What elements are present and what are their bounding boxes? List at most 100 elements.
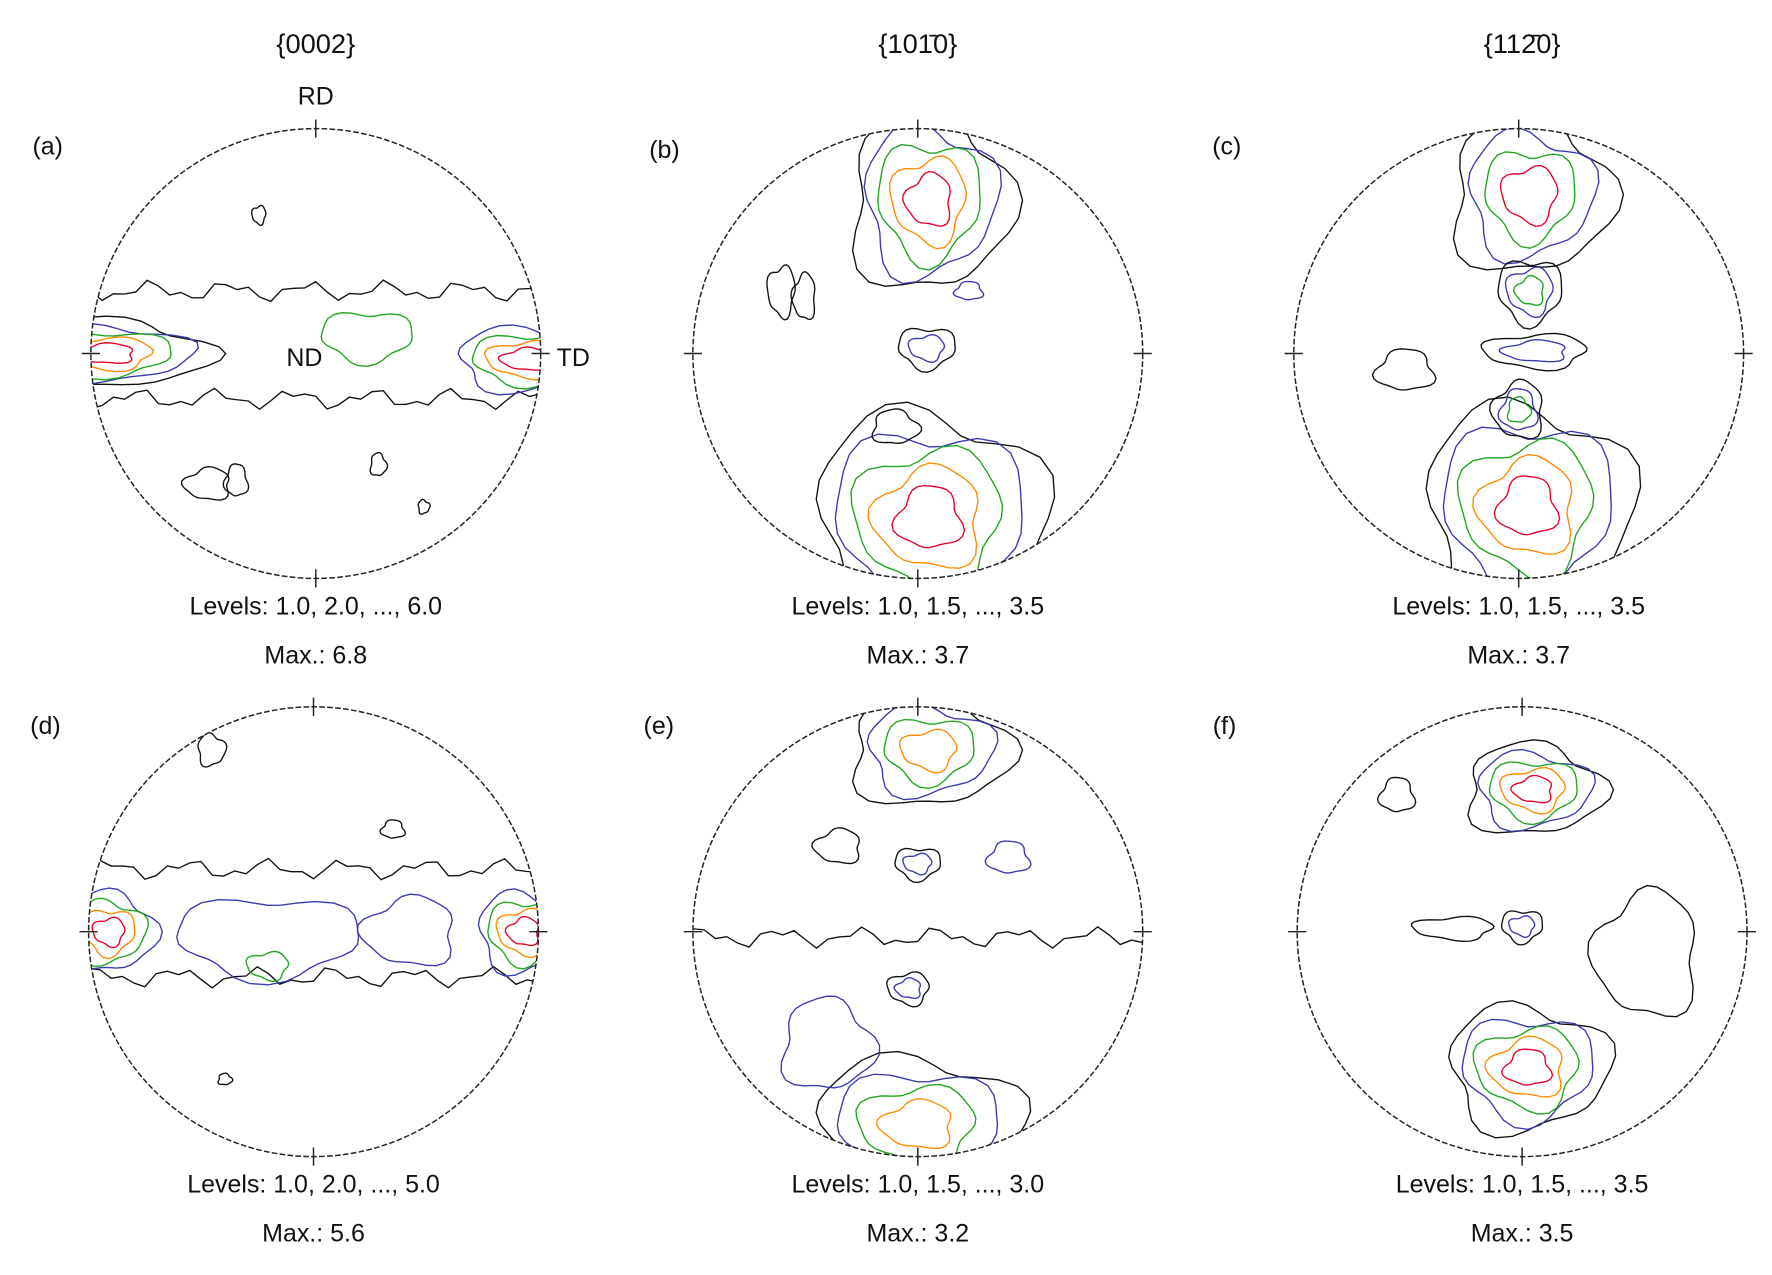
panel-label: (c): [1212, 133, 1241, 161]
contour-group: [90, 204, 541, 515]
contour-group: [1376, 739, 1696, 1139]
contour-line: [811, 827, 861, 865]
contour-line: [180, 465, 230, 501]
contour-line: [320, 312, 413, 368]
contour-line: [952, 280, 985, 301]
contour-line: [893, 977, 922, 999]
contour-line: [1498, 766, 1566, 815]
pole-figure-circle: [692, 127, 1144, 580]
contour-line: [984, 840, 1032, 874]
max-text: Max.: 3.2: [866, 1220, 969, 1248]
contour-line: [1480, 332, 1588, 372]
contour-line: [1467, 128, 1600, 265]
contour-line: [457, 324, 541, 396]
contour-line: [487, 901, 539, 970]
contour-line: [88, 897, 149, 968]
contour-line: [877, 144, 981, 271]
rd-label: RD: [298, 83, 334, 111]
panel-label: (f): [1213, 712, 1237, 740]
contour-line: [1410, 915, 1495, 943]
levels-text: Levels: 1.0, 1.5, ..., 3.0: [791, 1171, 1044, 1199]
contour-line: [90, 279, 541, 303]
levels-text: Levels: 1.0, 1.5, ..., 3.5: [1396, 1171, 1649, 1199]
contour-line: [780, 995, 881, 1089]
contour-line: [855, 1083, 977, 1157]
contour-line: [222, 463, 250, 497]
pole-figure-circle: [1293, 127, 1745, 580]
contour-line: [836, 1073, 999, 1157]
contour-line: [898, 728, 958, 774]
contour-line: [90, 336, 155, 373]
contour-line: [379, 819, 407, 839]
contour-line: [1425, 396, 1642, 579]
max-text: Max.: 3.5: [1471, 1220, 1574, 1248]
contour-line: [417, 498, 431, 515]
contour-line: [477, 888, 539, 977]
contour-line: [863, 128, 1002, 285]
contour-line: [1489, 378, 1543, 440]
contour-line: [1497, 260, 1563, 330]
panel-label: (a): [32, 133, 63, 161]
contour-line: [176, 898, 360, 986]
contour-line: [1484, 151, 1576, 249]
contour-line: [851, 706, 1024, 805]
contour-line: [1507, 915, 1536, 938]
contour-line: [1448, 1000, 1617, 1139]
contour-line: [483, 339, 541, 381]
contour-line: [1500, 1048, 1554, 1086]
max-text: Max.: 3.7: [866, 641, 969, 669]
contour-line: [891, 484, 966, 549]
contour-line: [90, 342, 134, 364]
contour-line: [1456, 437, 1595, 579]
levels-text: Levels: 1.0, 1.5, ..., 3.5: [1392, 593, 1645, 621]
panel-label: (b): [649, 136, 680, 164]
contour-line: [871, 408, 923, 444]
contour-line: [1467, 739, 1615, 834]
contour-line: [834, 433, 1023, 579]
contour-line: [1500, 910, 1544, 946]
pole-figure-circle: [87, 706, 540, 1158]
contour-line: [217, 1072, 234, 1086]
levels-text: Levels: 1.0, 2.0, ..., 5.0: [187, 1171, 440, 1199]
contour-line: [251, 204, 267, 227]
contour-line: [888, 155, 967, 250]
contour-line: [1493, 475, 1561, 536]
levels-text: Levels: 1.0, 1.5, ..., 3.5: [791, 593, 1044, 621]
contour-line: [692, 925, 1143, 950]
column-header: {101̄0}: [878, 28, 957, 59]
contour-line: [88, 887, 164, 970]
contour-line: [504, 915, 539, 947]
contour-line: [356, 893, 453, 967]
contour-group: [692, 706, 1143, 1157]
contour-line: [894, 847, 942, 884]
contour-line: [1371, 348, 1437, 391]
contour-line: [1376, 776, 1417, 813]
contour-group: [766, 128, 1056, 579]
contour-line: [867, 462, 979, 569]
contour-line: [1504, 266, 1554, 319]
contour-line: [245, 950, 290, 983]
max-text: Max.: 5.6: [262, 1220, 365, 1248]
contour-line: [883, 718, 975, 790]
contour-line: [907, 333, 946, 363]
panel-label: (d): [30, 712, 61, 740]
contour-line: [815, 401, 1056, 579]
contour-line: [886, 971, 930, 1008]
max-text: Max.: 6.8: [264, 641, 367, 669]
contour-line: [369, 451, 389, 477]
contour-line: [1506, 396, 1533, 423]
contour-group: [1371, 128, 1642, 579]
contour-line: [897, 327, 956, 373]
contour-line: [790, 271, 816, 321]
contour-line: [1510, 774, 1553, 804]
nd-label: ND: [286, 344, 322, 372]
contour-line: [866, 706, 999, 801]
column-header: {0002}: [276, 28, 355, 59]
contour-line: [1488, 761, 1578, 826]
contour-line: [1498, 338, 1566, 363]
contour-line: [766, 264, 796, 321]
contour-line: [1497, 387, 1540, 431]
max-text: Max.: 3.7: [1467, 641, 1570, 669]
contour-line: [1587, 884, 1696, 1018]
